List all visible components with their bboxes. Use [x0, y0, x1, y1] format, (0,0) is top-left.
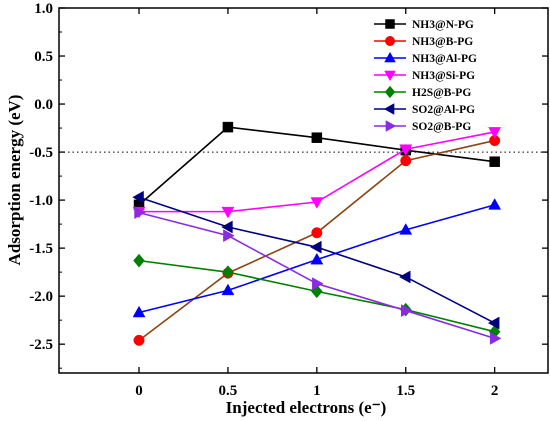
data-point [221, 283, 235, 296]
data-point [398, 270, 411, 284]
series-group [132, 121, 502, 346]
data-point [310, 252, 324, 265]
legend-item: SO2@Al-PG [374, 103, 475, 116]
legend: NH3@N-PG NH3@B-PG NH3@Al-PG NH3@Si-PG H2S@B-… [374, 19, 477, 133]
legend-label: NH3@Al-PG [412, 53, 477, 65]
data-point [221, 220, 233, 234]
legend-marker [385, 19, 395, 29]
data-point [221, 206, 235, 219]
x-tick-label: 1 [313, 383, 321, 399]
data-point [399, 223, 413, 235]
series [132, 190, 500, 330]
data-point [311, 132, 323, 143]
x-tick-label: 2 [491, 383, 499, 399]
data-point [311, 227, 323, 239]
y-tick-label: -1.5 [29, 241, 53, 257]
legend-marker [385, 36, 395, 46]
legend-label: SO2@Al-PG [412, 104, 475, 116]
x-tick-label: 0.5 [219, 383, 238, 399]
legend-label: NH3@Si-PG [412, 70, 475, 82]
legend-item: NH3@Si-PG [374, 70, 475, 82]
y-tick-label: 0.5 [34, 49, 53, 65]
legend-marker [384, 51, 396, 63]
data-point [134, 206, 146, 220]
x-tick-label: 0 [135, 383, 143, 399]
legend-item: NH3@Al-PG [374, 51, 477, 65]
data-point [132, 190, 144, 204]
data-point [312, 277, 324, 291]
data-point [222, 121, 234, 133]
x-tick-label: 1.5 [396, 383, 415, 399]
legend-item: H2S@B-PG [374, 85, 471, 99]
y-tick-label: -2.5 [29, 337, 53, 353]
legend-label: SO2@B-PG [412, 121, 471, 133]
data-point [489, 156, 500, 167]
data-point [223, 229, 235, 243]
plot-frame [58, 7, 549, 374]
legend-label: NH3@B-PG [412, 36, 473, 48]
x-axis-title: Injected electrons (e⁻) [226, 398, 387, 417]
y-tick-label: 0.0 [34, 97, 53, 113]
legend-item: NH3@B-PG [374, 36, 473, 48]
data-point [400, 304, 413, 317]
plot-area [58, 7, 549, 374]
data-point [132, 305, 146, 318]
series [133, 121, 500, 211]
data-point [489, 331, 502, 345]
series-line [138, 139, 495, 341]
data-point [133, 253, 145, 268]
legend-label: H2S@B-PG [412, 87, 471, 99]
data-point [222, 265, 234, 280]
series [133, 253, 501, 339]
legend-marker [383, 103, 395, 115]
legend-label: NH3@N-PG [412, 19, 474, 31]
y-axis-title: Adsorption energy (eV) [5, 95, 24, 266]
legend-marker [384, 85, 396, 99]
legend-item: NH3@N-PG [374, 19, 474, 31]
data-point [310, 197, 324, 209]
series [133, 135, 501, 346]
legend-item: SO2@B-PG [374, 120, 471, 133]
data-point [399, 144, 413, 156]
y-tick-label: -0.5 [29, 145, 53, 161]
y-tick-label: -2.0 [29, 289, 53, 305]
y-tick-label: 1.0 [34, 1, 53, 17]
data-point [400, 155, 412, 167]
series [134, 206, 502, 345]
y-tick-label: -1.0 [29, 193, 53, 209]
data-point [487, 316, 500, 330]
series [132, 198, 502, 318]
legend-marker [384, 70, 396, 82]
data-point [488, 127, 502, 139]
axis-ticks: 0 0.5 1 1.5 2 1.0 0.5 0.0 -0.5 -1.0 -1.5 -2.0 -2.5 [29, 1, 548, 399]
data-point [488, 198, 502, 210]
legend-marker [385, 120, 397, 132]
data-point [133, 334, 145, 346]
data-point [310, 240, 322, 254]
